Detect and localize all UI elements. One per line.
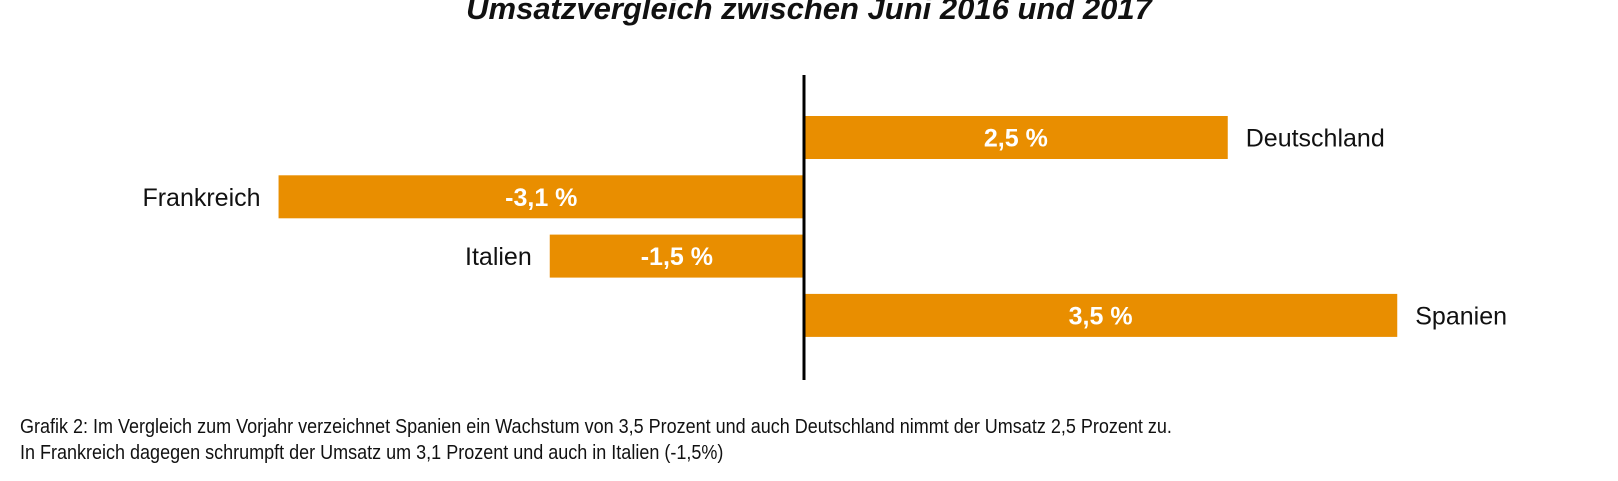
bar-spanien bbox=[804, 293, 1398, 337]
category-label: Spanien bbox=[1415, 302, 1507, 330]
caption-line-1: Grafik 2: Im Vergleich zum Vorjahr verze… bbox=[20, 416, 1172, 438]
data-label: -3,1 % bbox=[505, 184, 577, 212]
data-label: 2,5 % bbox=[984, 125, 1048, 153]
bar-chart: 2,5 % Deutschland -3,1 % Frankreich -1,5 % It… bbox=[142, 75, 1507, 380]
bar-italien bbox=[549, 234, 804, 278]
category-label: Italien bbox=[465, 243, 532, 271]
chart-title: Umsatzvergleich zwischen Juni 2016 und 2… bbox=[466, 0, 1152, 26]
data-label: 3,5 % bbox=[1069, 302, 1133, 330]
category-label: Frankreich bbox=[142, 184, 260, 212]
category-label: Deutschland bbox=[1246, 125, 1385, 153]
caption-line-2: In Frankreich dagegen schrumpft der Umsa… bbox=[20, 442, 724, 464]
bar-deutschland bbox=[804, 116, 1228, 159]
bar-frankreich bbox=[278, 175, 804, 219]
data-label: -1,5 % bbox=[641, 243, 713, 271]
